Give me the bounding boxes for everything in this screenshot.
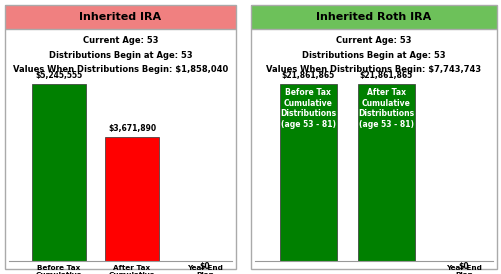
- Text: Values When Distributions Begin: $7,743,743: Values When Distributions Begin: $7,743,…: [266, 65, 480, 75]
- Bar: [32, 84, 86, 261]
- Text: Distributions Begin at Age: 53: Distributions Begin at Age: 53: [49, 51, 192, 60]
- Text: $0: $0: [199, 262, 210, 271]
- Bar: [5, 5, 235, 29]
- Text: $3,671,890: $3,671,890: [108, 124, 156, 133]
- Text: Current Age: 53: Current Age: 53: [336, 36, 411, 45]
- Bar: [105, 137, 159, 261]
- Bar: [357, 84, 414, 261]
- Text: Distributions Begin at Age: 53: Distributions Begin at Age: 53: [302, 51, 445, 60]
- Text: Values When Distributions Begin: $1,858,040: Values When Distributions Begin: $1,858,…: [13, 65, 227, 75]
- Text: Inherited Roth IRA: Inherited Roth IRA: [316, 12, 431, 22]
- Text: Current Age: 53: Current Age: 53: [83, 36, 158, 45]
- Bar: [279, 84, 337, 261]
- Text: Year End
Plan
Assets
(age 81): Year End Plan Assets (age 81): [445, 265, 481, 274]
- Text: Before Tax
Cumulative
Distributions
(age 53 - 81): Before Tax Cumulative Distributions (age…: [280, 88, 336, 129]
- Text: After Tax
Cumulative
Distributions
(age 53 - 81): After Tax Cumulative Distributions (age …: [105, 265, 158, 274]
- Text: $5,245,555: $5,245,555: [35, 72, 82, 81]
- Text: Year End
Plan
Assets
(age 81): Year End Plan Assets (age 81): [187, 265, 222, 274]
- Text: After Tax
Cumulative
Distributions
(age 53 - 81): After Tax Cumulative Distributions (age …: [358, 88, 413, 129]
- Text: $0: $0: [458, 262, 468, 271]
- Text: $21,861,865: $21,861,865: [359, 72, 412, 81]
- Bar: [250, 5, 496, 29]
- Text: Inherited IRA: Inherited IRA: [79, 12, 161, 22]
- Text: $21,861,865: $21,861,865: [281, 72, 334, 81]
- Text: Before Tax
Cumulative
Distributions
(age 53 - 81): Before Tax Cumulative Distributions (age…: [32, 265, 86, 274]
